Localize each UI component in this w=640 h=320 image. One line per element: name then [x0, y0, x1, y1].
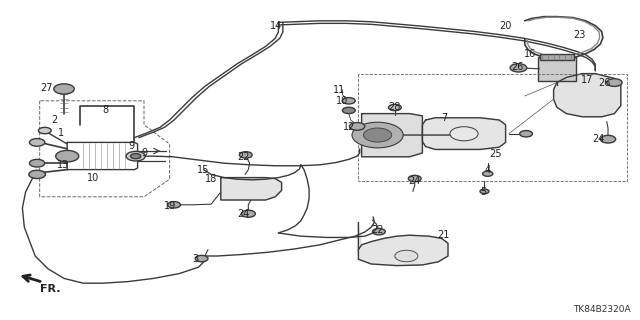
- Text: 25: 25: [490, 148, 502, 159]
- Text: 27: 27: [40, 83, 53, 93]
- Text: 14: 14: [270, 21, 283, 31]
- Text: 28: 28: [388, 102, 401, 112]
- Polygon shape: [358, 222, 448, 266]
- Circle shape: [395, 250, 418, 262]
- Circle shape: [607, 79, 622, 86]
- Text: 19: 19: [163, 201, 176, 211]
- Text: 18: 18: [205, 174, 218, 184]
- Text: 1: 1: [58, 128, 64, 138]
- Circle shape: [388, 104, 401, 111]
- Circle shape: [450, 127, 478, 141]
- Text: 10: 10: [86, 172, 99, 183]
- Text: 13: 13: [56, 160, 69, 170]
- Text: 8: 8: [102, 105, 109, 116]
- Circle shape: [372, 228, 385, 235]
- Text: 10: 10: [336, 96, 349, 106]
- Circle shape: [56, 150, 79, 162]
- Circle shape: [29, 170, 45, 179]
- Circle shape: [54, 84, 74, 94]
- Text: 22: 22: [371, 225, 384, 236]
- Text: 4: 4: [484, 164, 491, 175]
- FancyBboxPatch shape: [540, 54, 574, 60]
- Text: 26: 26: [511, 61, 524, 72]
- Text: 5: 5: [480, 187, 486, 197]
- Text: 2: 2: [51, 115, 58, 125]
- Circle shape: [239, 152, 252, 158]
- Text: 24: 24: [408, 176, 421, 186]
- Circle shape: [131, 154, 141, 159]
- Text: 23: 23: [573, 29, 586, 40]
- Circle shape: [342, 98, 355, 104]
- Text: 16: 16: [524, 49, 536, 59]
- Text: 17: 17: [581, 75, 594, 85]
- Circle shape: [408, 175, 421, 182]
- Text: FR.: FR.: [40, 284, 60, 294]
- Circle shape: [29, 139, 45, 146]
- Text: 11: 11: [333, 84, 346, 95]
- Circle shape: [364, 128, 392, 142]
- Text: 21: 21: [437, 230, 450, 240]
- Circle shape: [520, 131, 532, 137]
- Circle shape: [168, 202, 180, 208]
- Circle shape: [483, 171, 493, 176]
- Text: 26: 26: [598, 78, 611, 88]
- Text: 9: 9: [141, 148, 147, 158]
- Circle shape: [126, 151, 145, 161]
- Text: 9: 9: [128, 140, 134, 151]
- Polygon shape: [554, 74, 621, 117]
- Circle shape: [600, 135, 616, 143]
- Circle shape: [342, 107, 355, 114]
- Text: 7: 7: [442, 113, 448, 124]
- Circle shape: [510, 64, 527, 72]
- Circle shape: [29, 159, 45, 167]
- Text: 3: 3: [192, 253, 198, 264]
- Polygon shape: [362, 114, 422, 157]
- Text: 12: 12: [342, 122, 355, 132]
- Circle shape: [38, 127, 51, 134]
- Polygon shape: [422, 118, 506, 149]
- Circle shape: [241, 210, 255, 217]
- Circle shape: [195, 255, 208, 262]
- Text: TK84B2320A: TK84B2320A: [573, 305, 630, 314]
- Circle shape: [352, 122, 403, 148]
- Circle shape: [349, 123, 365, 130]
- Text: 24: 24: [237, 209, 250, 220]
- Text: 20: 20: [499, 21, 512, 31]
- Polygon shape: [221, 178, 282, 200]
- FancyBboxPatch shape: [538, 57, 576, 81]
- Circle shape: [480, 189, 489, 194]
- Text: 22: 22: [237, 152, 250, 162]
- Text: 15: 15: [197, 164, 210, 175]
- Text: 24: 24: [592, 134, 605, 144]
